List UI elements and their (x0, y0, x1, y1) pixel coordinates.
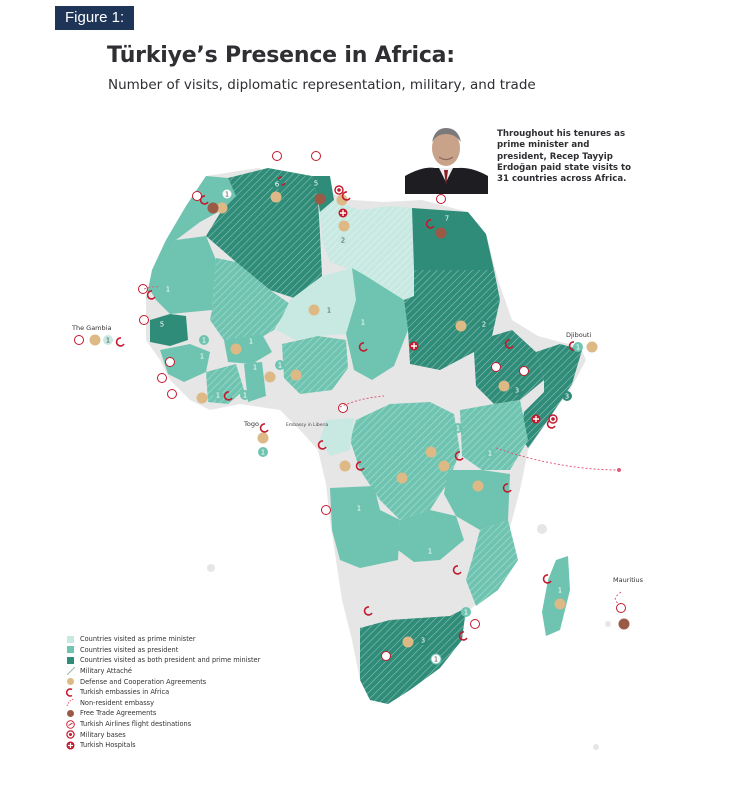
country-guinea (160, 344, 210, 382)
visit-count-djibouti: 1 (576, 344, 580, 352)
legend-row: Military bases (66, 729, 260, 740)
visit-count-libya: 2 (341, 237, 345, 245)
president-swatch (66, 645, 75, 654)
visit-count-morocco: 1 (225, 191, 229, 199)
visit-count-sudan: 2 (482, 321, 486, 329)
visit-count-gambia: 1 (106, 337, 110, 345)
legend-label: Defense and Cooperation Agreements (80, 677, 207, 686)
both-swatch (66, 656, 75, 665)
nonresident-links (143, 286, 622, 605)
country-burkina-faso (224, 334, 272, 364)
label-mauritius: Mauritius (613, 576, 644, 584)
map-legend: Countries visited as prime minister Coun… (66, 634, 260, 751)
legend-row: Countries visited as both president and … (66, 655, 260, 666)
country-tanzania (444, 470, 510, 530)
legend-row: Military Attaché (66, 666, 260, 677)
visit-count-gabon: 1 (357, 505, 361, 513)
country-niger (276, 268, 356, 340)
country-chad (346, 268, 408, 380)
plane-icon (66, 719, 75, 729)
visit-count-burkina-faso: 1 (249, 338, 253, 346)
visit-count-chad: 1 (361, 319, 365, 327)
pm-swatch (66, 635, 75, 644)
visit-count-egypt: 7 (445, 215, 449, 223)
legend-label: Countries visited as president (80, 645, 179, 654)
visit-count-togo: 1 (261, 449, 265, 457)
legend-label: Military Attaché (80, 667, 132, 676)
label-togo: Togo (243, 420, 259, 428)
visit-count-mozambique: 1 (464, 609, 468, 617)
country-madagascar (542, 556, 570, 636)
embassy-crescent-icon (66, 687, 75, 697)
nonresident-icon (66, 698, 75, 707)
erdogan-portrait (405, 120, 488, 194)
map-title: Türkiye’s Presence in Africa: (107, 43, 455, 68)
defense-agreement-dots (89, 191, 598, 648)
country-egypt (412, 208, 494, 270)
visit-count-sierra-leone: 1 (243, 392, 247, 400)
country-angola (330, 486, 400, 568)
legend-label: Countries visited as both president and … (80, 656, 261, 665)
visit-count-somalia: 3 (565, 393, 569, 401)
visit-count-uganda: 1 (456, 425, 460, 433)
country-ghana (244, 362, 266, 402)
quote-text: Throughout his tenures as prime minister… (497, 129, 632, 185)
legend-label: Countries visited as prime minister (80, 635, 196, 644)
visit-count-madagascar: 1 (558, 587, 562, 595)
defense-dot-icon (66, 677, 75, 686)
visit-count-senegal: 5 (160, 321, 164, 329)
legend-row: Turkish embassies in Africa (66, 687, 260, 698)
legend-label: Free Trade Agreements (80, 709, 157, 718)
visit-count-zambia: 1 (434, 656, 438, 664)
legend-row: Defense and Cooperation Agreements (66, 676, 260, 687)
visit-count-tunisia: 5 (314, 180, 318, 188)
visit-count-niger: 1 (327, 307, 331, 315)
visit-count-kenya: 1 (488, 450, 492, 458)
legend-row: Countries visited as president (66, 645, 260, 656)
legend-label: Turkish embassies in Africa (80, 688, 170, 697)
country-senegal (150, 314, 188, 346)
visit-count-mali: 1 (166, 286, 170, 294)
fta-dot-icon (66, 709, 75, 718)
legend-row: Turkish Hospitals (66, 740, 260, 751)
military-base-markers (334, 185, 558, 424)
visit-count-south-africa: 3 (421, 637, 425, 645)
hospital-markers (338, 208, 541, 424)
legend-row: Turkish Airlines flight destinations (66, 719, 260, 730)
visit-count-ethiopia: 3 (515, 387, 519, 395)
label-liberia-embassy: Embassy in Liberia (286, 422, 329, 428)
country-gabon (320, 418, 354, 456)
airline-markers (74, 151, 626, 661)
map-subtitle: Number of visits, diplomatic representat… (108, 77, 536, 93)
hospital-icon (66, 741, 75, 750)
legend-label: Non-resident embassy (80, 698, 154, 707)
military-base-icon (66, 730, 75, 739)
visit-count-guinea-bissau: 1 (202, 337, 206, 345)
label-gambia: The Gambia (71, 324, 111, 332)
legend-label: Turkish Hospitals (80, 741, 136, 750)
legend-label: Turkish Airlines flight destinations (80, 720, 192, 729)
visit-count-guinea: 1 (200, 353, 204, 361)
visit-count-algeria: 6 (275, 181, 280, 189)
legend-row: Non-resident embassy (66, 698, 260, 709)
visit-count-nigeria: 1 (278, 362, 282, 370)
label-djibouti: Djibouti (566, 331, 591, 339)
figure-label: Figure 1: (55, 6, 135, 30)
hatch-icon (66, 667, 75, 676)
visit-badges: 1 6 5 7 2 5 1 1 1 2 3 3 1 1 1 1 1 1 1 1 … (103, 178, 583, 665)
free-trade-dots (207, 193, 630, 630)
country-mauritania (150, 236, 216, 314)
legend-row: Countries visited as prime minister (66, 634, 260, 645)
legend-row: Free Trade Agreements (66, 708, 260, 719)
visit-count-cote-divoire: 1 (216, 392, 220, 400)
visit-count-ghana: 1 (253, 364, 257, 372)
legend-label: Military bases (80, 730, 126, 739)
visit-count-tanzania: 1 (428, 548, 432, 556)
country-zambia (398, 510, 464, 562)
